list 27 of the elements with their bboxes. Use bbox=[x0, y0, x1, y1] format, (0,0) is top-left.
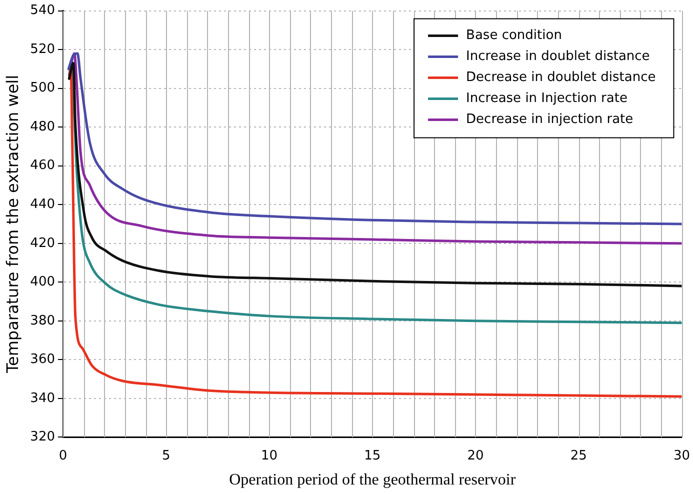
legend-label: Increase in Injection rate bbox=[466, 91, 628, 106]
x-axis-title: Operation period of the geothermal reservoir bbox=[229, 472, 516, 489]
y-tick-label: 340 bbox=[30, 390, 56, 406]
y-tick-label: 480 bbox=[30, 119, 56, 134]
legend-label: Decrease in doublet distance bbox=[466, 70, 656, 86]
x-tick-label: 30 bbox=[673, 448, 690, 464]
legend-label: Base condition bbox=[466, 28, 562, 44]
x-tick-label: 15 bbox=[364, 448, 381, 464]
y-tick-label: 420 bbox=[30, 236, 56, 251]
legend-label: Decrease in injection rate bbox=[466, 112, 634, 128]
y-tick-label: 460 bbox=[30, 158, 56, 174]
y-tick-label: 360 bbox=[30, 352, 56, 368]
y-tick-label: 400 bbox=[30, 274, 56, 290]
y-tick-label: 380 bbox=[30, 313, 56, 328]
y-tick-label: 500 bbox=[30, 80, 56, 96]
x-tick-label: 5 bbox=[162, 448, 170, 464]
y-tick-label: 540 bbox=[30, 3, 56, 18]
y-tick-label: 520 bbox=[30, 42, 56, 57]
x-tick-label: 25 bbox=[570, 448, 587, 464]
line-series bbox=[68, 68, 682, 398]
legend-label: Increase in doublet distance bbox=[466, 49, 650, 64]
y-tick-label: 440 bbox=[30, 196, 56, 212]
x-tick-label: 0 bbox=[58, 448, 68, 464]
y-tick-label: 320 bbox=[30, 430, 56, 445]
y-axis-title: Temparature from the extraction well bbox=[2, 74, 22, 374]
x-tick-label: 20 bbox=[467, 448, 484, 464]
x-tick-label: 10 bbox=[260, 448, 278, 464]
